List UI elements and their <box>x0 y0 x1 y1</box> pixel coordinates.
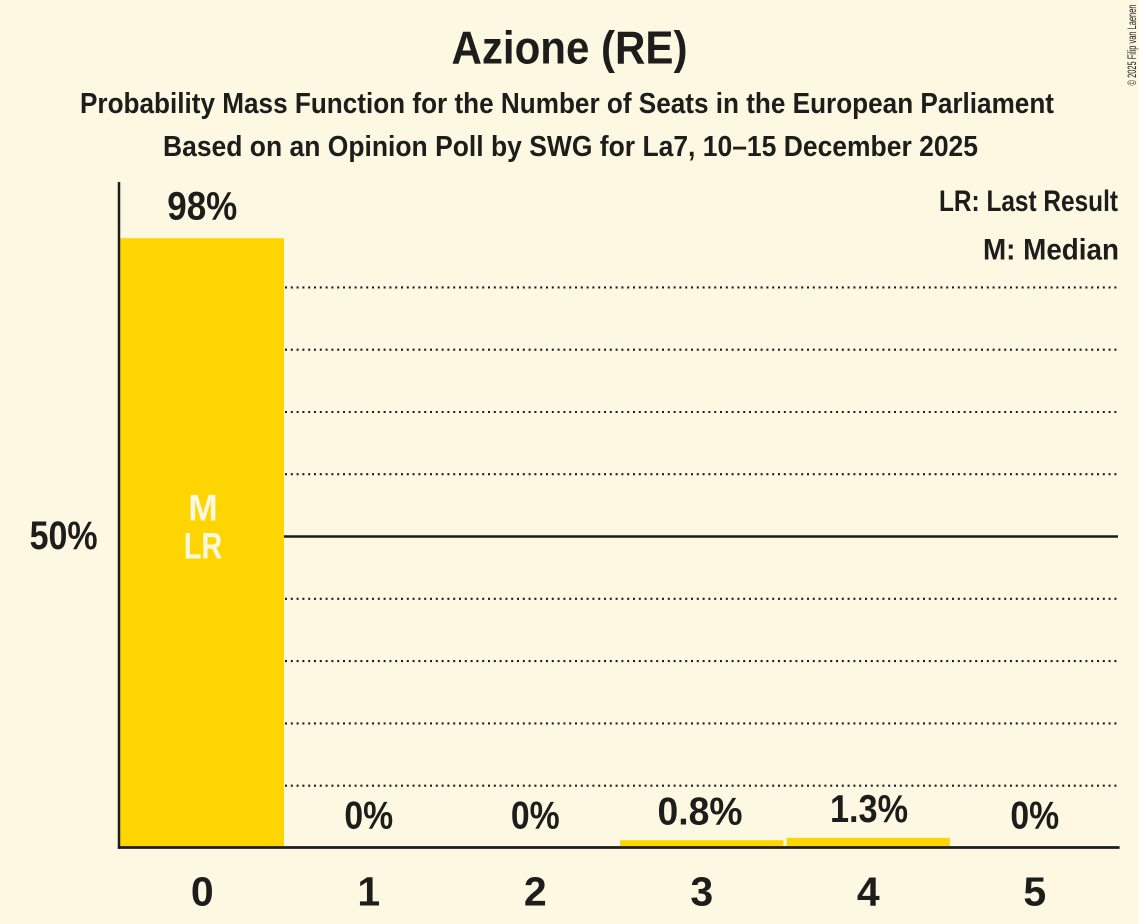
svg-text:0%: 0% <box>511 795 560 838</box>
svg-text:0%: 0% <box>344 795 393 838</box>
svg-text:Based on an Opinion Poll by SW: Based on an Opinion Poll by SWG for La7,… <box>163 131 978 163</box>
svg-text:LR: Last Result: LR: Last Result <box>939 185 1118 218</box>
svg-text:© 2025 Filip van Laenen: © 2025 Filip van Laenen <box>1127 5 1139 86</box>
svg-text:2: 2 <box>524 869 547 915</box>
svg-text:0: 0 <box>191 869 214 915</box>
svg-text:Azione (RE): Azione (RE) <box>452 22 688 74</box>
svg-text:M: Median: M: Median <box>983 234 1119 267</box>
svg-text:3: 3 <box>690 869 713 915</box>
svg-text:98%: 98% <box>167 185 237 229</box>
svg-text:1.3%: 1.3% <box>830 788 908 831</box>
svg-text:0.8%: 0.8% <box>658 791 743 834</box>
svg-text:1: 1 <box>357 869 380 915</box>
svg-text:Probability Mass Function for: Probability Mass Function for the Number… <box>80 88 1054 120</box>
svg-text:50%: 50% <box>30 514 98 558</box>
svg-text:4: 4 <box>857 869 880 915</box>
svg-text:0%: 0% <box>1010 795 1059 838</box>
svg-text:LR: LR <box>184 525 223 567</box>
svg-text:5: 5 <box>1023 869 1046 915</box>
svg-text:M: M <box>188 487 218 529</box>
